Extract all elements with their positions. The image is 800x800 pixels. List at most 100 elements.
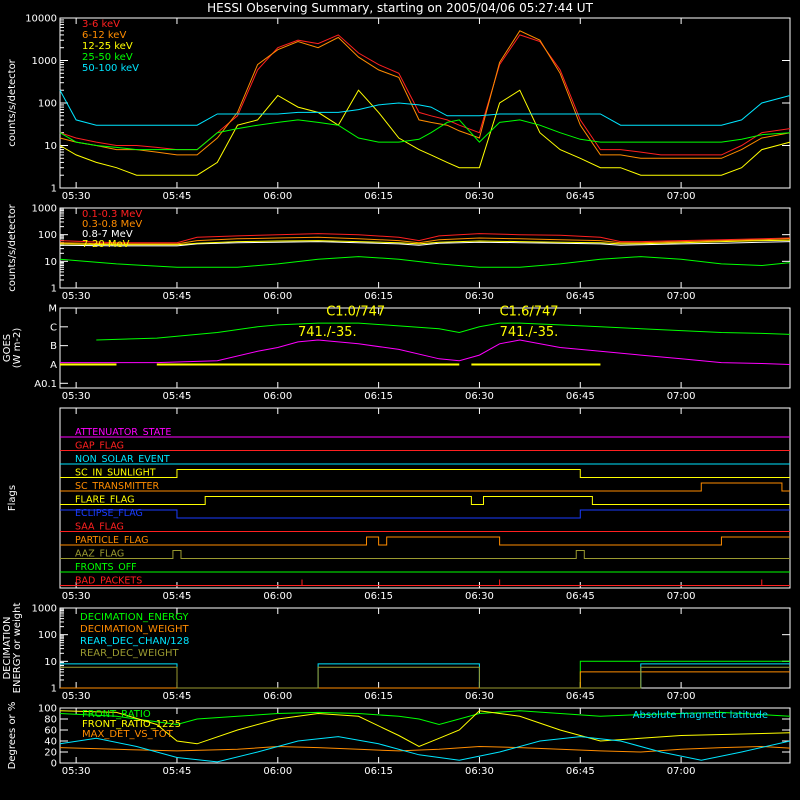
x-tick-label: 06:00 <box>263 191 292 202</box>
y-tick-label: C <box>50 322 57 333</box>
decim-series-decimation-weight <box>60 671 790 689</box>
x-tick-label: 05:30 <box>62 391 91 402</box>
x-tick-label: 05:30 <box>62 691 91 702</box>
lowE-legend-entry: 50-100 keV <box>82 63 139 74</box>
flag-trace <box>60 509 790 519</box>
x-tick-label: 06:45 <box>566 591 595 602</box>
y-tick-label: A <box>50 360 57 371</box>
ratio-frame <box>59 707 791 764</box>
decim-y-label: ENERGY or weight <box>12 603 23 694</box>
x-tick-label: 06:00 <box>263 691 292 702</box>
goes-y-label: GOES <box>2 334 13 362</box>
x-tick-label: 05:45 <box>163 591 192 602</box>
x-tick-label: 06:45 <box>566 766 595 777</box>
flag-label: ATTENUATOR_STATE <box>75 427 171 438</box>
x-tick-label: 06:15 <box>364 591 393 602</box>
y-tick-label: 1 <box>51 284 57 295</box>
x-tick-label: 06:30 <box>465 291 494 302</box>
y-tick-label: 100 <box>38 704 57 715</box>
y-tick-label: M <box>48 304 57 315</box>
x-tick-label: 06:15 <box>364 391 393 402</box>
x-tick-label: 07:00 <box>667 591 696 602</box>
panel-decimation: 05:30 05:45 06:00 06:15 06:30 06:45 07:00 1 10 10… <box>2 603 791 702</box>
x-tick-label: 07:00 <box>667 691 696 702</box>
y-tick-label: 1000 <box>32 604 57 615</box>
flag-label: NON_SOLAR_EVENT <box>75 454 170 465</box>
x-tick-label: 06:30 <box>465 391 494 402</box>
ratio-legend-entry: FRONT_RATIO_1225 <box>82 719 181 730</box>
highE-y-label: counts/s/detector <box>7 203 18 291</box>
flag-trace <box>60 469 790 478</box>
panel-ratio: 05:30 05:45 06:00 06:15 06:30 06:45 07:00 Degre… <box>7 702 791 777</box>
highE-legend-entry: 7-20 MeV <box>82 239 130 250</box>
y-tick-label: 1 <box>51 184 57 195</box>
goes-annotation: 741./-35. <box>298 325 357 340</box>
highE-legend-entry: 0.8-7 MeV <box>82 229 133 240</box>
y-tick-label: 60 <box>44 726 57 737</box>
x-tick-label: 06:00 <box>263 291 292 302</box>
goes-annotation: C1.6/747 <box>500 305 559 320</box>
lowE-series-3-6-kev <box>59 34 791 156</box>
highE-series-0-3-0-8-mev <box>59 236 791 245</box>
x-tick-label: 06:45 <box>566 391 595 402</box>
panel-flags: 05:30 05:45 06:00 06:15 06:30 06:45 07:00 Flags… <box>7 407 791 602</box>
highE-series-0-8-7-mev <box>59 241 791 247</box>
x-tick-label: 05:30 <box>62 291 91 302</box>
flag-trace <box>60 536 790 546</box>
y-tick-label: A0.1 <box>34 379 57 390</box>
x-tick-label: 06:45 <box>566 291 595 302</box>
highE-series-0-1-0-3-mev <box>59 233 791 244</box>
x-tick-label: 05:45 <box>163 391 192 402</box>
lowE-series-6-12-kev <box>59 30 791 159</box>
flags-frame <box>59 407 791 589</box>
ratio-series-max-det-vs-tot <box>59 745 791 753</box>
ratio-series-absolute-magnetic-latitude <box>59 736 791 763</box>
goes-series-goes-short <box>60 339 791 365</box>
x-tick-label: 06:30 <box>465 591 494 602</box>
x-tick-label: 07:00 <box>667 191 696 202</box>
lowE-y-label: counts/s/detector <box>7 58 18 146</box>
flag-label: PARTICLE_FLAG <box>75 535 148 546</box>
y-tick-label: B <box>50 341 57 352</box>
x-tick-label: 05:30 <box>62 591 91 602</box>
x-tick-label: 06:15 <box>364 691 393 702</box>
goes-frame <box>59 307 791 389</box>
lowE-series-12-25-kev <box>59 89 791 176</box>
flag-label: BAD_PACKETS <box>75 576 142 587</box>
x-tick-label: 05:30 <box>62 766 91 777</box>
lowE-series-25-50-kev <box>59 119 791 151</box>
decim-legend-entry: REAR_DEC_CHAN/128 <box>80 636 189 647</box>
flag-trace <box>60 496 790 505</box>
ratio-y-label: Degrees or % <box>7 702 18 770</box>
x-tick-label: 06:30 <box>465 766 494 777</box>
lowE-legend-entry: 12-25 keV <box>82 41 133 52</box>
decim-legend-entry: REAR_DEC_WEIGHT <box>80 648 179 659</box>
x-tick-label: 06:30 <box>465 191 494 202</box>
panel-goes: 05:30 05:45 06:00 06:15 06:30 06:45 07:00 A0.1 A… <box>2 304 791 402</box>
x-tick-label: 05:45 <box>163 191 192 202</box>
highE-series-7-20-mev <box>59 239 791 246</box>
highE-series-unnamed <box>59 256 791 268</box>
decim-legend-entry: DECIMATION_WEIGHT <box>80 624 189 635</box>
panels: 05:30 05:45 06:00 06:15 06:30 06:45 07:0011010… <box>2 14 791 777</box>
x-tick-label: 06:00 <box>263 591 292 602</box>
flag-trace <box>60 550 790 559</box>
decim-series-decimation-energy <box>60 660 790 689</box>
y-tick-label: 10000 <box>25 14 57 25</box>
flag-trace <box>60 482 790 492</box>
ratio-series-front-ratio <box>59 710 791 726</box>
goes-y-label: (W m-2) <box>12 328 23 369</box>
flag-label: SC_IN_SUNLIGHT <box>75 468 156 479</box>
y-tick-label: 40 <box>44 737 57 748</box>
y-tick-label: 80 <box>44 715 57 726</box>
flag-label: FLARE_FLAG <box>75 495 135 506</box>
x-tick-label: 06:15 <box>364 191 393 202</box>
goes-annotation: C1.0/747 <box>326 305 385 320</box>
x-tick-label: 06:00 <box>263 766 292 777</box>
flag-label: FRONTS_OFF <box>75 562 137 573</box>
decim-y-label: DECIMATION <box>2 616 13 679</box>
highE-legend-entry: 0.1-0.3 MeV <box>82 209 142 220</box>
lowE-legend-entry: 6-12 keV <box>82 30 126 41</box>
x-tick-label: 06:00 <box>263 391 292 402</box>
